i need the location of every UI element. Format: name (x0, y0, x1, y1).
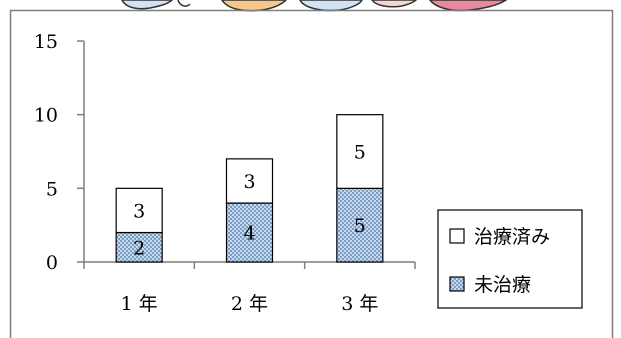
x-tick-label: 1 年 (121, 293, 158, 315)
data-label-untreated: 2 (133, 237, 145, 259)
legend-label-untreated: 未治療 (474, 274, 531, 296)
data-label-treated: 3 (243, 171, 255, 193)
data-label-treated: 3 (133, 200, 145, 222)
legend-swatch-untreated (449, 276, 465, 292)
bar-untreated (225, 202, 274, 263)
y-tick-label: 10 (34, 105, 58, 127)
header-illustration (121, 0, 508, 12)
bar-treated (225, 158, 274, 204)
x-tick-label: 2 年 (231, 293, 268, 315)
chart-frame (9, 9, 614, 338)
bar-treated (336, 114, 384, 189)
data-label-untreated: 5 (354, 215, 366, 237)
bar-untreated (336, 187, 384, 263)
legend: 治療済み 未治療 (437, 209, 583, 309)
y-tick-label: 5 (46, 178, 58, 200)
legend-box (437, 209, 583, 309)
data-label-treated: 5 (354, 142, 366, 164)
y-tick-label: 15 (34, 31, 58, 53)
bar-untreated (115, 231, 163, 263)
legend-label-treated: 治療済み (474, 226, 550, 248)
data-label-untreated: 4 (243, 223, 255, 245)
bar-treated (115, 187, 163, 234)
y-tick-label: 0 (46, 252, 58, 274)
legend-swatch-treated (449, 228, 465, 244)
x-tick-label: 3 年 (341, 293, 378, 315)
